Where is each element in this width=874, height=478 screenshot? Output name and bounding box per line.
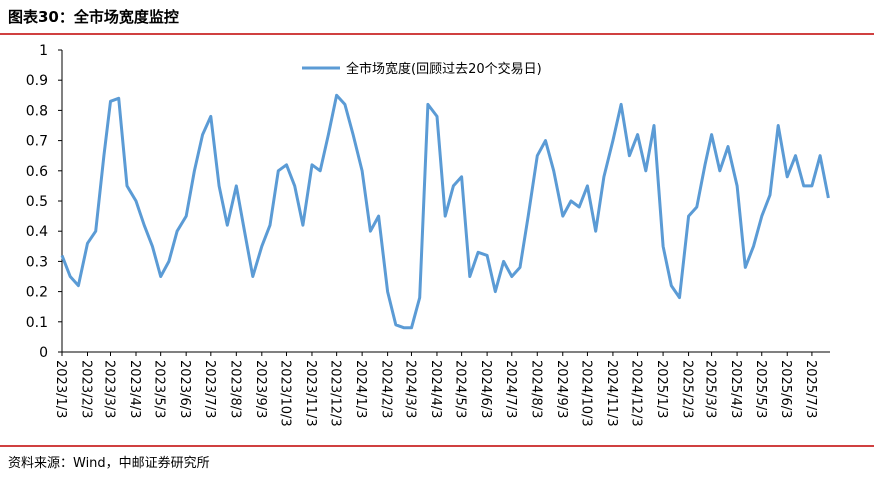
x-tick-label: 2025/1/3	[654, 360, 669, 418]
x-tick-label: 2024/3/3	[402, 360, 417, 418]
x-tick-label: 2025/3/3	[703, 360, 718, 418]
x-tick-label: 2024/4/3	[428, 360, 443, 418]
x-tick-label: 2025/4/3	[728, 360, 743, 418]
y-tick-label: 0.3	[26, 254, 48, 270]
x-tick-label: 2024/5/3	[453, 360, 468, 418]
x-tick-label: 2023/7/3	[202, 360, 217, 418]
x-tick-label: 2023/4/3	[127, 360, 142, 418]
x-tick-label: 2024/10/3	[578, 360, 593, 427]
x-tick-label: 2024/11/3	[604, 360, 619, 427]
x-tick-label: 2025/2/3	[680, 360, 695, 418]
y-tick-label: 0.9	[26, 73, 48, 89]
x-tick-label: 2024/12/3	[629, 360, 644, 427]
x-tick-label: 2025/5/3	[753, 360, 768, 418]
y-tick-label: 1	[39, 43, 48, 59]
y-tick-label: 0.1	[26, 315, 48, 331]
x-tick-label: 2023/2/3	[78, 360, 93, 418]
x-tick-label: 2023/9/3	[253, 360, 268, 418]
y-tick-label: 0	[39, 345, 48, 361]
legend-label: 全市场宽度(回顾过去20个交易日)	[346, 61, 542, 77]
y-tick-label: 0.7	[26, 134, 48, 150]
x-tick-label: 2024/1/3	[353, 360, 368, 418]
x-tick-label: 2023/6/3	[177, 360, 192, 418]
x-tick-label: 2024/7/3	[503, 360, 518, 418]
x-tick-label: 2023/12/3	[328, 360, 343, 427]
y-tick-label: 0.2	[26, 285, 48, 301]
x-tick-label: 2023/10/3	[277, 360, 292, 427]
y-tick-label: 0.4	[26, 224, 48, 240]
y-tick-label: 0.6	[26, 164, 48, 180]
y-tick-label: 0.8	[26, 103, 48, 119]
x-tick-label: 2023/8/3	[227, 360, 242, 418]
x-tick-label: 2023/3/3	[102, 360, 117, 418]
x-tick-label: 2024/9/3	[554, 360, 569, 418]
x-tick-label: 2024/2/3	[379, 360, 394, 418]
x-tick-label: 2025/7/3	[803, 360, 818, 418]
x-tick-label: 2024/6/3	[478, 360, 493, 418]
x-tick-label: 2024/8/3	[528, 360, 543, 418]
x-tick-label: 2023/1/3	[53, 360, 68, 418]
x-tick-label: 2025/6/3	[778, 360, 793, 418]
chart-title: 图表30：全市场宽度监控	[8, 8, 179, 26]
x-tick-label: 2023/11/3	[303, 360, 318, 427]
x-tick-label: 2023/5/3	[152, 360, 167, 418]
y-tick-label: 0.5	[26, 194, 48, 210]
series-line	[60, 93, 830, 330]
source: 资料来源：Wind，中邮证券研究所	[8, 455, 210, 471]
